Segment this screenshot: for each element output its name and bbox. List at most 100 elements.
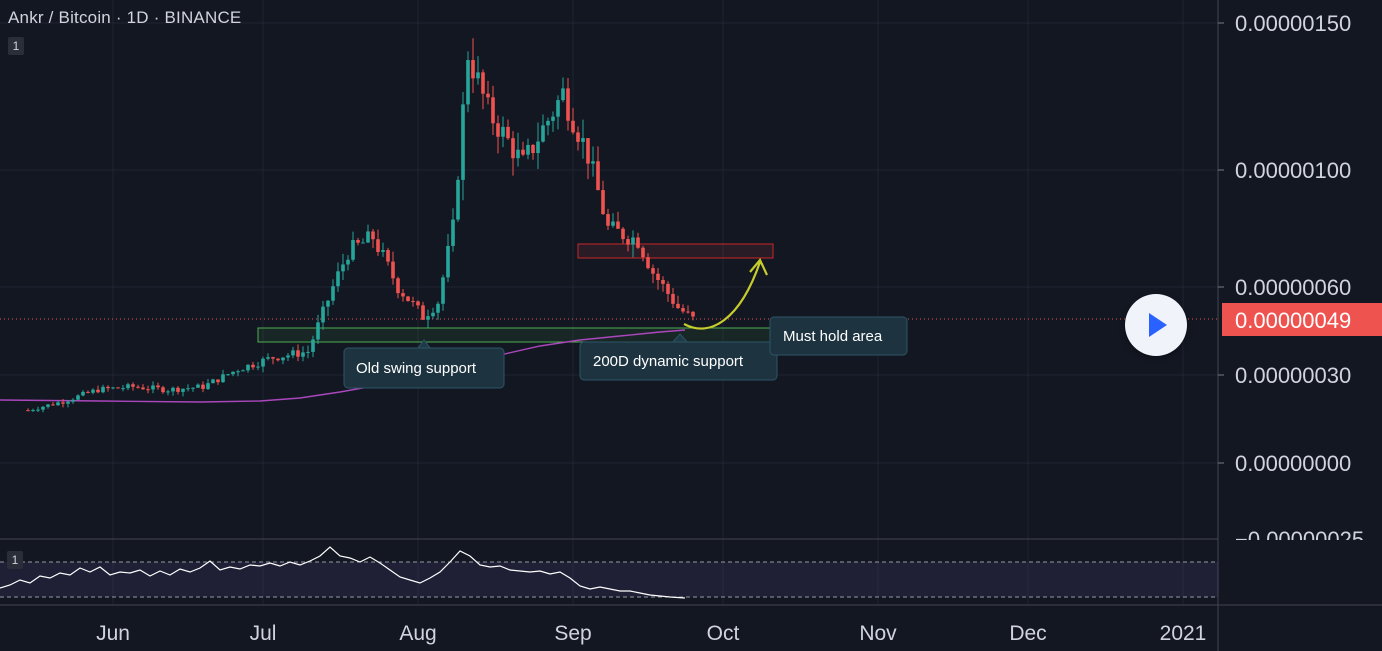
candle-body	[171, 387, 175, 392]
candle-body	[256, 366, 260, 368]
candle-body	[546, 120, 550, 126]
candle-body	[301, 352, 305, 357]
candle-body	[316, 322, 320, 340]
candle-body	[411, 301, 415, 303]
rsi-band	[0, 562, 1218, 597]
candle-body	[76, 395, 80, 400]
candle-body	[636, 237, 640, 248]
candle-body	[336, 271, 340, 287]
candle-body	[151, 385, 155, 390]
candle-body	[311, 339, 315, 352]
rsi-pane-badge[interactable]: 1	[7, 551, 23, 569]
projection-arrowhead	[749, 257, 768, 276]
candle-body	[111, 387, 115, 389]
candle-body	[186, 388, 190, 390]
time-axis[interactable]: Jun Jul Aug Sep Oct Nov Dec 2021	[96, 622, 1206, 645]
price-tick: 0.00000100	[1235, 158, 1351, 183]
candle-body	[61, 402, 65, 404]
candle-body	[41, 406, 45, 410]
must-hold-label: Must hold area	[783, 328, 883, 345]
must-hold-zone[interactable]	[257, 327, 774, 343]
candle-body	[91, 389, 95, 393]
candle-body	[496, 123, 500, 137]
candle-body	[246, 364, 250, 371]
time-tick: Aug	[399, 622, 436, 645]
vertical-gridlines	[112, 0, 1184, 605]
candle-body	[276, 358, 280, 361]
price-tick: 0.00000000	[1235, 451, 1351, 476]
candle-body	[396, 278, 400, 294]
candle-body	[206, 383, 210, 389]
candle-body	[621, 228, 625, 240]
dynamic-support-callout[interactable]	[579, 341, 778, 381]
candle-body	[526, 144, 530, 155]
pane-badge[interactable]: 1	[8, 37, 24, 55]
candle-body	[666, 283, 670, 294]
candle-body	[461, 104, 465, 180]
candle-body	[671, 293, 675, 304]
candle-body	[351, 240, 355, 260]
candle-body	[266, 357, 270, 359]
candle-body	[161, 387, 165, 393]
candle-body	[26, 410, 30, 412]
candle-body	[331, 286, 335, 301]
old-swing-callout[interactable]	[343, 347, 505, 389]
candle-body	[326, 300, 330, 307]
candle-body	[581, 138, 585, 142]
rsi-axis-cover	[1219, 540, 1382, 604]
candle-body	[576, 132, 580, 142]
price-tick: 0.00000060	[1235, 275, 1351, 300]
current-price-badge	[1222, 303, 1382, 336]
must-hold-callout[interactable]	[769, 316, 908, 356]
candle-body	[611, 221, 615, 226]
candle-body	[571, 120, 575, 133]
candle-body	[421, 305, 425, 320]
candle-body	[386, 250, 390, 262]
candle-body	[166, 391, 170, 393]
candle-body	[626, 239, 630, 245]
time-tick: Dec	[1009, 622, 1046, 645]
time-tick: Jun	[96, 622, 130, 645]
candle-body	[106, 386, 110, 389]
candle-body	[651, 268, 655, 274]
candle-body	[406, 296, 410, 302]
candle-body	[416, 301, 420, 306]
candle-body	[216, 379, 220, 383]
candle-body	[536, 141, 540, 154]
candle-body	[286, 355, 290, 358]
candle-body	[641, 247, 645, 258]
candle-body	[596, 161, 600, 191]
candle-body	[261, 358, 265, 367]
candle-body	[281, 357, 285, 361]
candle-body	[231, 371, 235, 375]
candle-body	[31, 410, 35, 412]
candle-body	[291, 350, 295, 356]
candle-body	[551, 116, 555, 121]
candle-body	[481, 72, 485, 94]
candle-body	[681, 308, 685, 312]
candle-body	[201, 384, 205, 389]
resistance-zone[interactable]	[577, 243, 774, 259]
candle-body	[136, 386, 140, 388]
candle-body	[381, 250, 385, 252]
candle-body	[356, 240, 360, 243]
candle-body	[491, 97, 495, 124]
candle-body	[321, 306, 325, 323]
candle-body	[561, 88, 565, 101]
horizontal-gridlines	[0, 22, 1218, 464]
candle-body	[86, 391, 90, 393]
candle-body	[116, 387, 120, 389]
candle-body	[371, 231, 375, 240]
candle-body	[391, 261, 395, 279]
candle-body	[366, 231, 370, 243]
candle-body	[466, 60, 470, 105]
candle-body	[66, 401, 70, 404]
candle-body	[661, 279, 665, 284]
candle-body	[181, 388, 185, 392]
price-axis[interactable]: 0.00000150 0.00000100 0.00000060 0.00000…	[1218, 11, 1364, 552]
candle-body	[616, 221, 620, 229]
time-tick: Sep	[554, 622, 591, 645]
play-button[interactable]	[1125, 294, 1187, 356]
candle-body	[36, 409, 40, 411]
